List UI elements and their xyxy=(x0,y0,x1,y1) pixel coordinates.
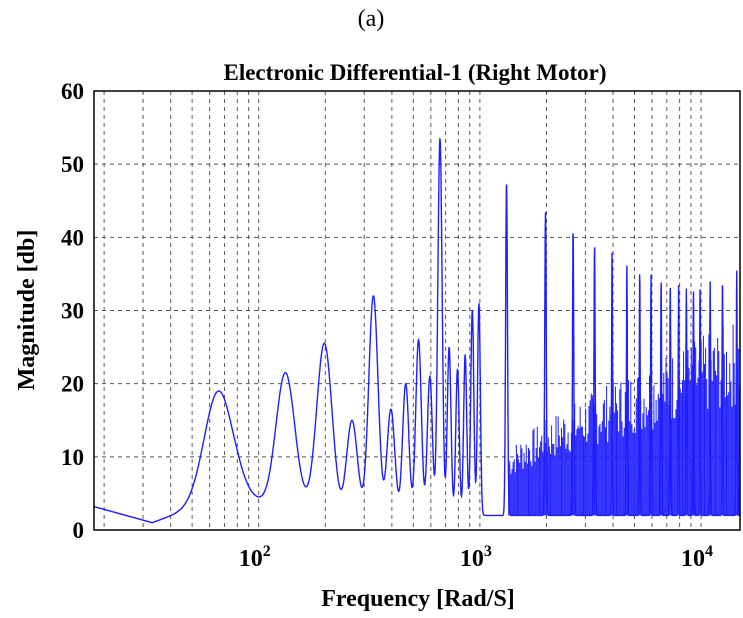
x-axis-label: Frequency [Rad/S] xyxy=(321,586,515,612)
y-tick-label: 10 xyxy=(61,445,84,470)
y-tick-label: 0 xyxy=(73,518,85,543)
y-tick-label: 30 xyxy=(61,299,84,324)
panel-label: (a) xyxy=(358,6,385,32)
y-axis-label: Magnitude [db] xyxy=(14,230,40,391)
x-tick-label: 102 xyxy=(239,543,271,572)
y-tick-label: 40 xyxy=(61,225,84,250)
y-tick-label: 20 xyxy=(61,372,84,397)
y-tick-label: 50 xyxy=(61,152,84,177)
x-tick-label: 104 xyxy=(681,543,713,572)
chart-title: Electronic Differential-1 (Right Motor) xyxy=(223,60,606,85)
y-tick-label: 60 xyxy=(61,79,84,104)
x-tick-label: 103 xyxy=(460,543,492,572)
y-axis-ticks: 0 10 20 30 40 50 60 xyxy=(61,79,84,543)
x-axis-ticks: 102 103 104 xyxy=(239,543,713,572)
